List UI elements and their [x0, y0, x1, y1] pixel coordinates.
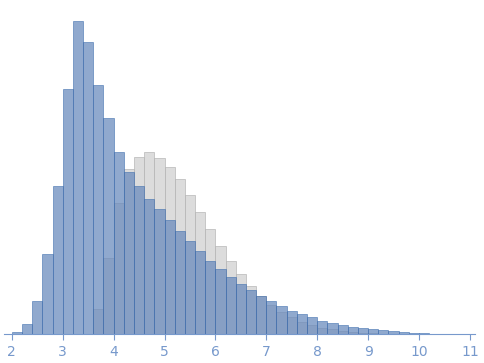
Bar	[348, 327, 358, 334]
Bar	[297, 322, 307, 334]
Bar	[73, 21, 83, 334]
Bar	[32, 301, 42, 334]
Bar	[368, 329, 378, 334]
Bar	[195, 252, 205, 334]
Bar	[124, 172, 134, 334]
Bar	[236, 285, 246, 334]
Bar	[215, 245, 226, 334]
Bar	[337, 325, 348, 334]
Bar	[348, 332, 358, 334]
Bar	[104, 118, 114, 334]
Bar	[42, 254, 53, 334]
Bar	[256, 296, 266, 334]
Bar	[124, 169, 134, 334]
Bar	[205, 229, 215, 334]
Bar	[307, 318, 317, 334]
Bar	[134, 186, 144, 334]
Bar	[22, 324, 32, 334]
Bar	[205, 261, 215, 334]
Bar	[276, 311, 287, 334]
Bar	[246, 286, 256, 334]
Bar	[185, 241, 195, 334]
Bar	[389, 331, 399, 334]
Bar	[409, 333, 419, 334]
Bar	[175, 179, 185, 334]
Bar	[165, 167, 175, 334]
Bar	[368, 333, 378, 334]
Bar	[93, 85, 104, 334]
Bar	[83, 42, 93, 334]
Bar	[337, 331, 348, 334]
Bar	[419, 333, 429, 334]
Bar	[93, 309, 104, 334]
Bar	[246, 290, 256, 334]
Bar	[12, 332, 22, 334]
Bar	[358, 333, 368, 334]
Bar	[226, 261, 236, 334]
Bar	[327, 323, 337, 334]
Bar	[266, 305, 276, 334]
Bar	[287, 311, 297, 334]
Bar	[165, 220, 175, 334]
Bar	[154, 209, 165, 334]
Bar	[134, 156, 144, 334]
Bar	[317, 328, 327, 334]
Bar	[114, 203, 124, 334]
Bar	[104, 258, 114, 334]
Bar	[114, 152, 124, 334]
Bar	[297, 314, 307, 334]
Bar	[175, 231, 185, 334]
Bar	[317, 321, 327, 334]
Bar	[195, 212, 205, 334]
Bar	[256, 296, 266, 334]
Bar	[266, 301, 276, 334]
Bar	[53, 186, 63, 334]
Bar	[215, 269, 226, 334]
Bar	[276, 306, 287, 334]
Bar	[185, 195, 195, 334]
Bar	[287, 318, 297, 334]
Bar	[236, 274, 246, 334]
Bar	[144, 199, 154, 334]
Bar	[154, 158, 165, 334]
Bar	[307, 325, 317, 334]
Bar	[378, 330, 389, 334]
Bar	[327, 329, 337, 334]
Bar	[63, 89, 73, 334]
Bar	[144, 152, 154, 334]
Bar	[358, 329, 368, 334]
Bar	[399, 332, 409, 334]
Bar	[226, 277, 236, 334]
